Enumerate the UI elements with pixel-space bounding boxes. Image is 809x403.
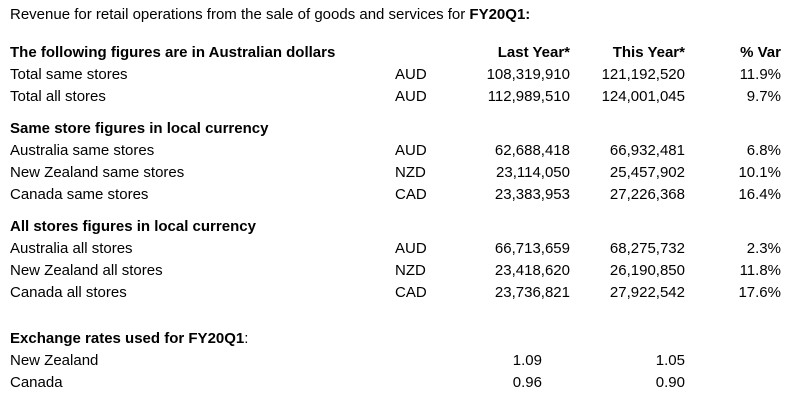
currency-code: AUD (395, 88, 427, 105)
currency-code: NZD (395, 164, 426, 181)
percent-var-empty (685, 372, 781, 394)
exchange-heading-row: Exchange rates used for FY20Q1: (10, 328, 799, 350)
value-this-year: 66,932,481 (609, 142, 685, 159)
value-percent-var: 16.4% (738, 186, 781, 203)
row-label: Total same stores (10, 66, 128, 83)
value-last-year: 66,713,659 (494, 240, 570, 257)
percent-var-empty (685, 350, 781, 372)
column-header-this-year: This Year* (612, 44, 685, 61)
column-header-description: The following figures are in Australian … (10, 44, 336, 61)
column-header-percent-var: % Var (740, 44, 781, 61)
section-heading-row: Same store figures in local currency (10, 118, 799, 140)
column-header-last-year: Last Year* (497, 44, 570, 61)
value-percent-var: 6.8% (746, 142, 781, 159)
value-percent-var: 10.1% (738, 164, 781, 181)
value-this-year: 121,192,520 (601, 66, 685, 83)
currency-code: NZD (395, 262, 426, 279)
currency-code: AUD (395, 66, 427, 83)
value-percent-var: 9.7% (746, 88, 781, 105)
currency-cell-empty (390, 372, 447, 394)
value-last-year: 23,736,821 (494, 284, 570, 301)
row-label: Australia all stores (10, 240, 133, 257)
exchange-heading-text: Exchange rates used for FY20Q1 (10, 330, 245, 347)
currency-code: AUD (395, 142, 427, 159)
value-percent-var: 17.6% (738, 284, 781, 301)
value-last-year: 23,418,620 (494, 262, 570, 279)
value-last-year: 23,383,953 (494, 186, 570, 203)
value-last-year: 112,989,510 (487, 88, 570, 105)
exchange-rate-row: Canada 0.96 0.90 (10, 372, 799, 394)
table-row: Canada all stores CAD 23,736,821 27,922,… (10, 282, 799, 304)
table-row: Total same stores AUD 108,319,910 121,19… (10, 64, 799, 86)
table-row: New Zealand all stores NZD 23,418,620 26… (10, 260, 799, 282)
value-percent-var: 11.8% (739, 262, 781, 279)
table-header-row: The following figures are in Australian … (10, 42, 799, 64)
value-this-year: 27,226,368 (609, 186, 685, 203)
rate-this-year: 0.90 (655, 374, 685, 391)
value-this-year: 26,190,850 (609, 262, 685, 279)
exchange-rate-row: New Zealand 1.09 1.05 (10, 350, 799, 372)
value-percent-var: 11.9% (739, 66, 781, 83)
table-row: Total all stores AUD 112,989,510 124,001… (10, 86, 799, 108)
section-heading: All stores figures in local currency (10, 218, 256, 235)
row-label: Australia same stores (10, 142, 155, 159)
value-this-year: 25,457,902 (609, 164, 685, 181)
section-spacer (10, 304, 799, 328)
rate-last-year: 0.96 (512, 374, 542, 391)
currency-cell-empty (390, 350, 447, 372)
rate-last-year: 1.09 (512, 352, 542, 369)
value-percent-var: 2.3% (746, 240, 781, 257)
currency-code: CAD (395, 284, 427, 301)
section-spacer (10, 108, 799, 118)
section-heading: Same store figures in local currency (10, 120, 269, 137)
table-row: Australia all stores AUD 66,713,659 68,2… (10, 238, 799, 260)
title-text: Revenue for retail operations from the s… (10, 6, 470, 23)
table-row: Canada same stores CAD 23,383,953 27,226… (10, 184, 799, 206)
exchange-heading: Exchange rates used for FY20Q1: (10, 328, 390, 350)
column-header-currency-empty (390, 42, 447, 64)
rate-this-year: 1.05 (655, 352, 685, 369)
row-label: Canada (10, 374, 63, 391)
value-this-year: 68,275,732 (609, 240, 685, 257)
value-last-year: 23,114,050 (496, 164, 570, 181)
section-spacer (10, 206, 799, 216)
table-row: Australia same stores AUD 62,688,418 66,… (10, 140, 799, 162)
section-heading-row: All stores figures in local currency (10, 216, 799, 238)
row-label: Canada same stores (10, 186, 149, 203)
value-this-year: 124,001,045 (601, 88, 685, 105)
exchange-heading-colon: : (244, 330, 249, 347)
currency-code: AUD (395, 240, 427, 257)
document-title: Revenue for retail operations from the s… (10, 4, 799, 26)
title-period: FY20Q1: (469, 6, 531, 23)
value-last-year: 62,688,418 (494, 142, 570, 159)
document: Revenue for retail operations from the s… (10, 4, 799, 394)
currency-code: CAD (395, 186, 427, 203)
value-this-year: 27,922,542 (609, 284, 685, 301)
value-last-year: 108,319,910 (486, 66, 570, 83)
row-label: Total all stores (10, 88, 106, 105)
row-label: New Zealand same stores (10, 164, 185, 181)
row-label: Canada all stores (10, 284, 127, 301)
table-row: New Zealand same stores NZD 23,114,050 2… (10, 162, 799, 184)
row-label: New Zealand (10, 352, 99, 369)
row-label: New Zealand all stores (10, 262, 163, 279)
